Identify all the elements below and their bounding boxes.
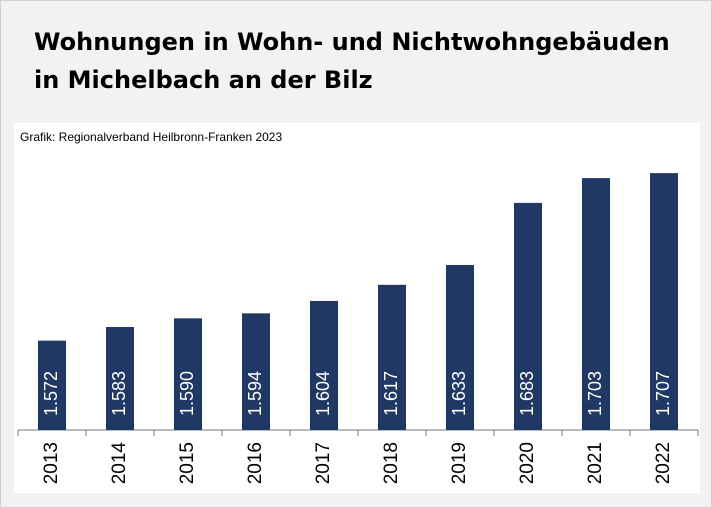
bar	[378, 284, 406, 430]
data-label: 1.594	[245, 371, 265, 416]
data-label: 1.604	[313, 371, 333, 416]
x-tick-label: 2016	[245, 442, 266, 484]
x-tick-label: 2018	[381, 442, 402, 484]
x-tick-label: 2013	[41, 442, 62, 484]
x-tick-label: 2015	[177, 442, 198, 484]
data-label: 1.583	[109, 371, 129, 416]
x-tick-label: 2020	[517, 442, 538, 484]
x-tick-label: 2019	[449, 442, 470, 484]
bar	[514, 202, 542, 430]
chart-title: in Michelbach an der Bilz	[34, 66, 373, 94]
x-tick-label: 2021	[585, 442, 606, 484]
data-label: 1.590	[177, 371, 197, 416]
bar	[310, 300, 338, 430]
data-label: 1.633	[449, 371, 469, 416]
chart-title: Wohnungen in Wohn- und Nichtwohngebäuden	[34, 28, 670, 56]
bar	[174, 318, 202, 430]
source-note: Grafik: Regionalverband Heilbronn-Franke…	[20, 130, 282, 144]
bar	[38, 340, 66, 430]
x-tick-label: 2017	[313, 442, 334, 484]
data-label: 1.617	[381, 371, 401, 416]
data-label: 1.707	[653, 371, 673, 416]
x-tick-label: 2014	[109, 442, 130, 485]
bar	[106, 327, 134, 430]
data-label: 1.703	[585, 371, 605, 416]
x-tick-label: 2022	[653, 442, 674, 484]
bar	[446, 264, 474, 430]
data-label: 1.683	[517, 371, 537, 416]
data-label: 1.572	[41, 371, 61, 416]
bar	[650, 173, 678, 430]
bar	[582, 178, 610, 430]
bar	[242, 313, 270, 430]
